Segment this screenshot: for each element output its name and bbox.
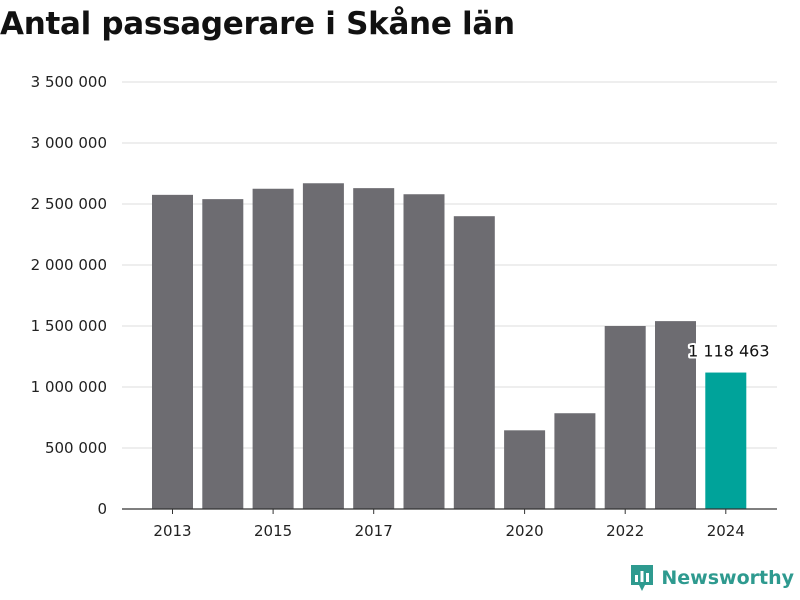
bar — [403, 194, 445, 510]
bar — [453, 216, 495, 509]
x-tick-label: 2015 — [254, 522, 292, 540]
bar — [655, 321, 696, 509]
bar — [252, 188, 294, 509]
y-tick-label: 500 000 — [45, 439, 107, 457]
y-axis: 0 500 000 1 000 000 1 500 000 2 000 000 2 500… — [31, 73, 107, 518]
y-tick-label: 1 000 000 — [31, 378, 107, 396]
y-tick-label: 3 500 000 — [31, 73, 107, 91]
bar-highlight — [705, 372, 747, 509]
y-tick-label: 2 500 000 — [31, 195, 107, 213]
bar — [152, 194, 193, 509]
bar — [353, 188, 395, 509]
chart-title: Antal passagerare i Skåne län — [0, 6, 515, 42]
bar — [504, 430, 546, 509]
newsworthy-logo-icon — [631, 565, 654, 591]
data-labels: 1 118 463 — [686, 340, 771, 363]
bar — [302, 183, 344, 509]
y-tick-label: 0 — [97, 500, 107, 518]
bars — [152, 183, 747, 510]
brand-name: Newsworthy — [661, 567, 794, 589]
x-axis: 2013 2015 2017 2020 2022 2024 — [122, 508, 777, 540]
x-tick-label: 2020 — [506, 522, 544, 540]
data-label: 1 118 463 — [688, 342, 769, 361]
y-tick-label: 2 000 000 — [31, 256, 107, 274]
bar — [554, 413, 596, 509]
y-tick-label: 1 500 000 — [31, 317, 107, 335]
x-tick-label: 2024 — [707, 522, 745, 540]
brand: Newsworthy — [629, 563, 794, 593]
bar — [604, 326, 646, 509]
bar — [202, 199, 244, 509]
y-tick-label: 3 000 000 — [31, 134, 107, 152]
x-tick-label: 2022 — [606, 522, 644, 540]
x-tick-label: 2017 — [355, 522, 393, 540]
x-tick-label: 2013 — [153, 522, 191, 540]
